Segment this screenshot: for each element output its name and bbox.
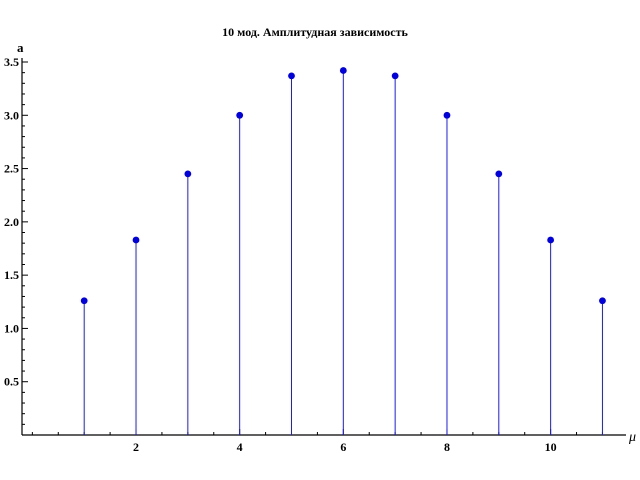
y-tick-label: 2.5	[4, 162, 19, 176]
data-point	[80, 297, 88, 305]
data-point	[495, 170, 503, 178]
data-point	[288, 72, 295, 80]
x-axis-label: μ	[628, 430, 636, 445]
data-point	[236, 111, 244, 119]
data-point	[339, 67, 347, 74]
y-tick-label: 1.0	[4, 321, 19, 335]
y-tick-label: 2.0	[4, 215, 19, 229]
y-tick-label: 3.5	[4, 55, 19, 69]
axes	[21, 58, 626, 436]
data-point	[132, 236, 140, 244]
y-tick-label: 1.5	[4, 268, 19, 282]
data-point	[599, 297, 606, 305]
data-point	[391, 72, 399, 80]
x-tick-label: 6	[340, 440, 346, 454]
y-tick-label: 0.5	[4, 375, 19, 389]
x-tick-label: 10	[545, 440, 557, 454]
stems	[83, 70, 603, 435]
ticks: 2 4 6 8 10 0.5 1.0 1.5 2.0 2.5 3.0 3.5	[4, 55, 603, 454]
x-tick-label: 8	[444, 440, 450, 454]
x-tick-label: 4	[237, 440, 243, 454]
chart-title: 10 мод. Амплитудная зависимость	[222, 25, 408, 39]
y-axis-label: a	[17, 40, 24, 55]
points	[80, 67, 606, 305]
data-point	[184, 170, 192, 178]
data-point	[547, 236, 555, 244]
y-tick-label: 3.0	[4, 108, 19, 122]
x-tick-label: 2	[133, 440, 139, 454]
data-point	[443, 111, 451, 119]
